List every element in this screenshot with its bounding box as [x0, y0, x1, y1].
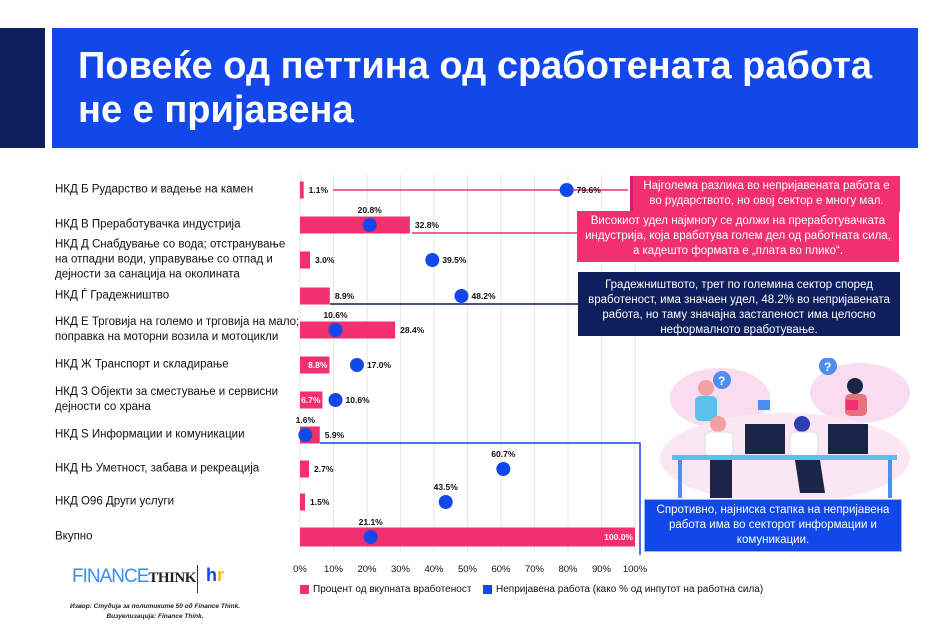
bar-value-label: 3.0% — [315, 255, 335, 265]
bar — [300, 321, 396, 339]
bar — [300, 181, 304, 199]
header-banner — [52, 28, 918, 148]
dot — [496, 462, 511, 476]
finance-think-logo: FINANCETHINK — [72, 566, 196, 587]
callout-manufacturing: Високиот удел најмногу се должи на прера… — [577, 211, 899, 262]
dot — [349, 358, 364, 372]
hr-logo: hr — [206, 565, 225, 585]
dot — [559, 183, 574, 197]
dot — [425, 253, 440, 267]
bar-value-label: 6.7% — [301, 395, 321, 405]
category-label: НКД Ѓ Градежништво — [55, 289, 170, 302]
dot-value-label: 21.1% — [359, 517, 384, 527]
bar — [300, 356, 330, 374]
legend-item-employment: Процент од вкупната вработеност — [300, 584, 471, 595]
visualization-credit: Визуелизација: Finance Think. — [106, 613, 204, 620]
bar-value-label: 8.8% — [308, 360, 328, 370]
dot-value-label: 1.6% — [296, 415, 316, 425]
bar-value-label: 28.4% — [400, 325, 425, 335]
bar — [300, 391, 323, 409]
category-label: НКД Ж Транспорт и складирање — [55, 358, 229, 371]
category-label: НКД Б Рударство и вадење на камен — [55, 183, 254, 196]
x-tick-label: 70% — [525, 564, 545, 575]
x-tick-label: 80% — [558, 564, 578, 575]
bar-value-label: 2.7% — [314, 464, 334, 474]
category-label: НКД Њ Уметност, забава и рекреација — [55, 462, 260, 475]
dot — [363, 530, 378, 544]
bar — [300, 287, 330, 305]
legend-label: Процент од вкупната вработеност — [313, 584, 472, 595]
dot-value-label: 10.6% — [323, 310, 348, 320]
legend-item-undeclared: Непријавена работа (како % од инпутот на… — [483, 584, 763, 595]
x-tick-label: 20% — [357, 564, 377, 575]
dot — [298, 428, 313, 442]
callout-mining: Најголема разлика во непријавената работ… — [630, 176, 900, 212]
dot-value-label: 10.6% — [346, 395, 371, 405]
category-label: Вкупно — [55, 530, 93, 543]
dot-value-label: 79.6% — [577, 185, 602, 195]
dot-value-label: 43.5% — [434, 482, 459, 492]
bar-value-label: 100.0% — [604, 532, 633, 542]
logo-divider — [197, 565, 198, 593]
category-label: НКД Ѕ Информации и комуникации — [55, 428, 245, 441]
x-tick-label: 10% — [324, 564, 344, 575]
source-note: Извор: Студија за политиките 50 од Finan… — [60, 602, 250, 622]
x-tick-label: 0% — [293, 564, 307, 575]
bar — [300, 216, 410, 234]
bar-value-label: 8.9% — [335, 291, 355, 301]
x-tick-label: 40% — [424, 564, 444, 575]
legend-swatch — [483, 585, 492, 594]
dot-value-label: 17.0% — [367, 360, 392, 370]
dot-value-label: 60.7% — [491, 449, 516, 459]
bar-value-label: 32.8% — [415, 220, 440, 230]
svg-text:?: ? — [824, 360, 831, 374]
page-title: Повеќе од петтина од сработената работа … — [78, 45, 872, 131]
category-label: НКД В Преработувачка индустрија — [55, 218, 241, 231]
header-accent — [0, 28, 45, 148]
bar — [300, 460, 310, 478]
connector-ict — [320, 442, 641, 555]
dot — [438, 495, 453, 509]
dot — [328, 323, 343, 337]
callout-ict: Спротивно, најниска стапка на непријавен… — [644, 499, 902, 552]
x-tick-label: 90% — [592, 564, 612, 575]
x-tick-label: 30% — [391, 564, 411, 575]
category-label: НКД З Објекти за сместување и сервисни д… — [55, 386, 278, 413]
category-label: НКД О96 Други услуги — [55, 495, 174, 508]
bar-value-label: 5.9% — [325, 430, 345, 440]
bar-value-label: 1.5% — [310, 497, 330, 507]
legend-label: Непријавена работа (како % од инпутот на… — [496, 584, 764, 595]
dot-value-label: 48.2% — [471, 291, 496, 301]
legend-swatch — [300, 585, 309, 594]
dot — [362, 218, 377, 232]
category-label: НКД Д Снабдување со вода; отстранување н… — [55, 238, 286, 281]
x-tick-label: 60% — [491, 564, 511, 575]
bar — [300, 493, 306, 511]
source-text: Извор: Студија за политиките 50 од Finan… — [70, 603, 240, 610]
bar — [300, 251, 311, 269]
x-tick-label: 100% — [623, 564, 648, 575]
x-tick-label: 50% — [458, 564, 478, 575]
call-center-illustration: ? ? — [660, 358, 910, 498]
dot-value-label: 20.8% — [358, 205, 383, 215]
svg-text:?: ? — [718, 374, 725, 388]
callout-construction: Градежништвото, трет по големина сектор … — [578, 272, 900, 336]
bar — [300, 527, 635, 547]
bar-value-label: 1.1% — [309, 185, 329, 195]
category-label: НКД Е Трговија на големо и трговија на м… — [55, 316, 300, 343]
dot — [454, 289, 469, 303]
dot — [328, 393, 343, 407]
dot-value-label: 39.5% — [442, 255, 467, 265]
